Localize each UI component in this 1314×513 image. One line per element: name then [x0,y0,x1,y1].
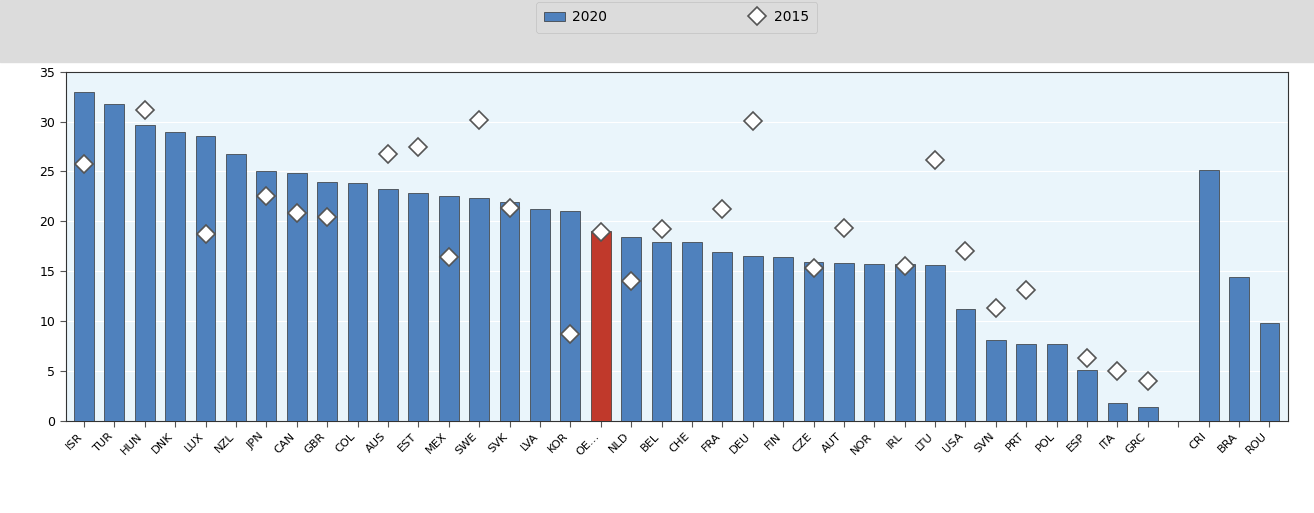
Bar [986,340,1005,421]
Bar [74,92,93,421]
Bar [865,264,884,421]
Bar [682,242,702,421]
Bar [1108,403,1127,421]
Bar [166,132,185,421]
Bar [834,263,854,421]
Bar [226,153,246,421]
Bar [499,203,519,421]
Bar [348,184,368,421]
Bar [773,257,792,421]
Bar [1138,407,1158,421]
Bar [530,209,549,421]
Bar [804,262,824,421]
Bar [712,252,732,421]
Bar [925,265,945,421]
Bar [1047,344,1067,421]
Bar [409,193,428,421]
Bar [1198,170,1218,421]
Bar [742,256,762,421]
Bar [1017,344,1037,421]
Bar [196,135,215,421]
Bar [469,199,489,421]
Legend: 2020, 2015: 2020, 2015 [536,2,817,33]
Bar [317,183,336,421]
Bar [652,242,671,421]
Bar [622,238,641,421]
Bar [256,171,276,421]
Bar [439,196,459,421]
Bar [591,231,611,421]
Bar [286,173,306,421]
Bar [135,125,155,421]
Bar [1077,370,1097,421]
Bar [378,189,398,421]
Bar [1229,277,1250,421]
Bar [1260,323,1280,421]
Bar [104,104,125,421]
Bar [561,211,581,421]
Bar [955,309,975,421]
Bar [895,264,915,421]
